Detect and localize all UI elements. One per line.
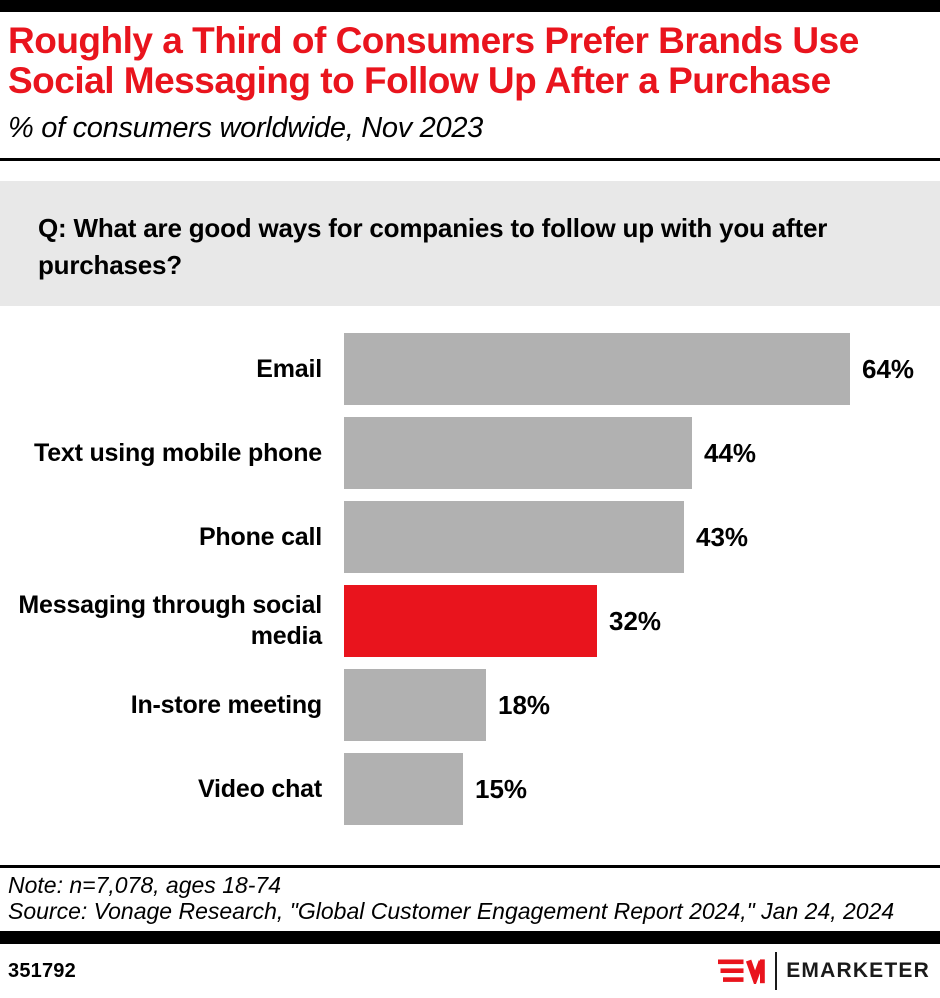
value-label: 32% [609,605,662,636]
category-label: In-store meeting [130,690,322,719]
chart-row: Phone call 43% [0,501,940,573]
chart-row: Text using mobile phone 44% [0,417,940,489]
chart-row: Email 64% [0,333,940,405]
title-line-1: Roughly a Third of Consumers Prefer Bran… [8,20,859,61]
value-label: 18% [498,689,551,720]
logo-divider [775,952,778,990]
emarketer-em-icon [718,958,765,984]
category-label: Email [256,354,322,383]
emarketer-logo: EMARKETER [717,952,930,990]
footer: 351792 EMARKETER [0,944,940,998]
value-label: 43% [696,521,749,552]
brand-name: EMARKETER [786,959,930,982]
page-title: Roughly a Third of Consumers Prefer Bran… [8,21,930,101]
category-label: Text using mobile phone [33,438,322,467]
survey-question-box: Q: What are good ways for companies to f… [0,181,940,306]
footnote-divider [0,865,940,868]
chart-row: In-store meeting 18% [0,669,940,741]
value-label: 44% [704,437,757,468]
bar [344,417,692,489]
category-label: Messaging through social media [18,591,322,650]
title-line-2: Social Messaging to Follow Up After a Pu… [8,60,831,101]
chart-subtitle: % of consumers worldwide, Nov 2023 [8,112,483,144]
bar [344,501,684,573]
footnotes: Note: n=7,078, ages 18-74 Source: Vonage… [0,868,940,924]
bar [344,333,850,405]
bottom-rule [0,931,940,944]
chart-row: Video chat 15% [0,753,940,825]
category-label: Video chat [198,774,322,803]
note-text: Note: n=7,078, ages 18-74 [8,872,282,898]
header-divider [0,158,940,161]
bar-chart: Email 64% Text using mobile phone 44% Ph… [0,333,940,825]
bar [344,753,463,825]
bar [344,585,597,657]
chart-number: 351792 [8,959,76,982]
top-rule [0,0,940,12]
value-label: 64% [862,353,915,384]
chart-row: Messaging through social media 32% [0,585,940,657]
survey-question-text: Q: What are good ways for companies to f… [38,213,828,280]
header: Roughly a Third of Consumers Prefer Bran… [0,12,940,145]
source-text: Source: Vonage Research, "Global Custome… [8,898,895,924]
bar [344,669,486,741]
category-label: Phone call [198,522,322,551]
value-label: 15% [475,773,528,804]
